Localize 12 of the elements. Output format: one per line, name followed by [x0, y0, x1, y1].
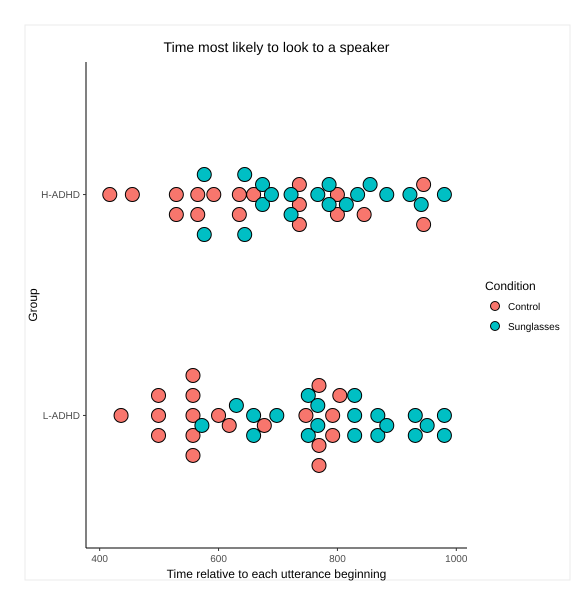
x-tick-label: 400 [91, 554, 108, 565]
chart-title: Time most likely to look to a speaker [164, 39, 390, 55]
y-axis-title: Group [26, 288, 40, 322]
x-tick-label: 800 [329, 554, 346, 565]
x-tick-label: 600 [210, 554, 228, 565]
x-axis-title: Time relative to each utterance beginning [166, 567, 386, 581]
y-tick-label: L-ADHD [42, 410, 80, 422]
legend-title: Condition [485, 279, 536, 293]
legend-label: Control [508, 302, 540, 313]
y-tick-label: H-ADHD [41, 190, 80, 202]
x-tick-label: 1000 [445, 554, 468, 565]
legend-label: Sunglasses [508, 322, 560, 333]
